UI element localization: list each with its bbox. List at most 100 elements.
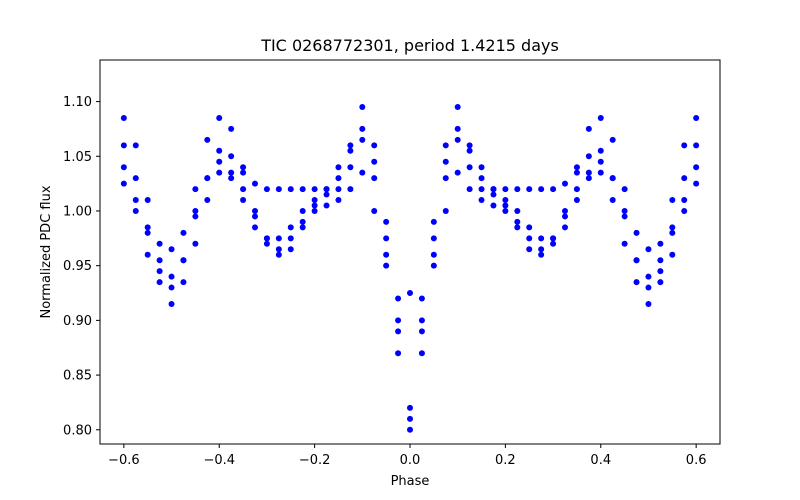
data-point-branch-c-9 (228, 153, 235, 160)
data-point-branch-b-3 (156, 279, 163, 286)
x-tick-label: −0.4 (203, 453, 235, 468)
data-point-branch-d-37 (562, 224, 568, 231)
data-point-branch-c-13 (275, 186, 282, 193)
data-point-branch-b-12 (263, 235, 270, 242)
data-point-branch-a-10 (240, 164, 247, 171)
data-point-branch-d-36 (550, 240, 557, 247)
data-point-branch-d-18 (335, 164, 342, 171)
data-point-branch-b-31 (490, 202, 497, 209)
data-point-branch-a-13 (275, 235, 282, 242)
data-point-branch-c-12 (263, 186, 270, 193)
data-point-branch-b-24 (407, 415, 413, 422)
data-point-branch-c-0 (120, 142, 127, 149)
data-point-branch-c-3 (156, 257, 163, 264)
data-point-branch-b-27 (442, 207, 449, 214)
data-point-branch-a-4 (168, 246, 175, 253)
data-point-branch-b-15 (299, 218, 306, 225)
data-point-branch-b-39 (585, 175, 592, 182)
data-point-branch-a-6 (192, 186, 199, 193)
data-point-branch-d-23 (395, 350, 402, 357)
data-point-branch-a-0 (120, 114, 127, 121)
data-point-branch-d-15 (299, 224, 306, 231)
data-point-branch-d-19 (347, 142, 354, 149)
y-tick-label: 0.85 (63, 369, 92, 384)
data-point-branch-d-30 (478, 164, 485, 171)
data-point-branch-d-44 (645, 284, 652, 291)
data-point-branch-b-42 (621, 240, 628, 247)
data-point-branch-b-33 (514, 218, 521, 225)
data-point-branch-d-2 (144, 229, 151, 236)
y-tick-label: 1.05 (63, 150, 92, 165)
data-point-branch-a-42 (621, 186, 628, 193)
data-point-branch-c-39 (585, 153, 592, 160)
data-point-branch-d-16 (311, 202, 318, 209)
data-point-branch-a-26 (430, 218, 437, 225)
data-point-branch-b-11 (252, 213, 258, 220)
data-point-branch-c-42 (621, 213, 628, 220)
data-point-branch-a-11 (252, 207, 258, 214)
data-point-branch-c-14 (287, 186, 294, 193)
data-point-branch-d-46 (669, 229, 676, 236)
data-point-branch-a-34 (526, 224, 533, 231)
data-point-branch-d-21 (371, 158, 378, 165)
data-point-branch-b-22 (383, 251, 390, 258)
data-point-branch-a-8 (216, 114, 223, 121)
data-point-branch-b-7 (204, 197, 211, 204)
data-point-branch-d-14 (287, 246, 294, 253)
data-point-branch-a-35 (538, 235, 545, 242)
data-point-branch-d-12 (263, 240, 270, 247)
data-point-branch-c-33 (514, 186, 521, 193)
data-point-branch-d-33 (514, 224, 521, 231)
data-point-branch-c-21 (371, 175, 378, 182)
data-point-branch-a-19 (347, 164, 354, 171)
data-point-branch-c-20 (359, 125, 366, 132)
x-axis-label: Phase (391, 474, 430, 489)
data-point-branch-d-34 (526, 246, 533, 253)
data-point-branch-b-32 (502, 207, 509, 214)
data-point-branch-c-29 (466, 147, 473, 154)
data-point-branch-b-10 (240, 186, 247, 193)
data-point-branch-d-47 (681, 197, 688, 204)
data-point-branch-d-27 (442, 158, 449, 165)
data-point-branch-d-41 (609, 175, 616, 182)
data-point-branch-d-13 (275, 251, 282, 258)
data-point-branch-d-11 (252, 224, 258, 231)
data-point-branch-b-17 (323, 202, 330, 209)
data-point-branch-a-7 (204, 136, 211, 143)
x-tick-label: 0.2 (495, 453, 516, 468)
data-point-branch-d-0 (120, 180, 127, 187)
data-point-branch-d-28 (454, 136, 461, 143)
data-point-branch-c-1 (132, 175, 139, 182)
data-point-branch-c-27 (442, 175, 449, 182)
data-point-branch-c-46 (669, 224, 676, 231)
data-point-branch-b-16 (311, 207, 318, 214)
data-point-branch-c-4 (168, 273, 175, 280)
data-point-branch-a-27 (442, 142, 449, 149)
data-point-branch-c-40 (597, 147, 604, 154)
data-point-branch-a-33 (514, 207, 521, 214)
data-point-branch-d-22 (383, 262, 390, 269)
data-point-branch-b-45 (657, 279, 664, 286)
data-point-branch-b-44 (645, 300, 652, 307)
data-point-branch-b-25 (418, 328, 425, 335)
data-point-branch-b-9 (228, 175, 235, 182)
data-point-branch-c-23 (395, 317, 402, 324)
y-axis-label: Normalized PDC flux (39, 185, 54, 318)
data-point-branch-b-20 (359, 169, 366, 176)
data-point-branch-c-22 (383, 235, 390, 242)
data-point-branch-d-5 (180, 257, 187, 264)
data-point-branch-d-35 (538, 251, 545, 258)
data-point-branch-d-29 (466, 142, 473, 149)
data-point-branch-d-43 (633, 257, 640, 264)
data-point-branch-a-44 (645, 246, 652, 253)
data-point-branch-d-10 (240, 197, 247, 204)
data-point-branch-b-41 (609, 197, 616, 204)
data-point-branch-a-25 (418, 295, 425, 302)
data-point-branch-a-43 (633, 229, 640, 236)
data-point-branch-b-30 (478, 197, 485, 204)
data-point-branch-b-18 (335, 197, 342, 204)
data-point-branch-b-14 (287, 235, 294, 242)
data-point-branch-b-8 (216, 169, 223, 176)
data-point-branch-a-31 (490, 191, 497, 198)
data-point-branch-a-46 (669, 197, 676, 204)
